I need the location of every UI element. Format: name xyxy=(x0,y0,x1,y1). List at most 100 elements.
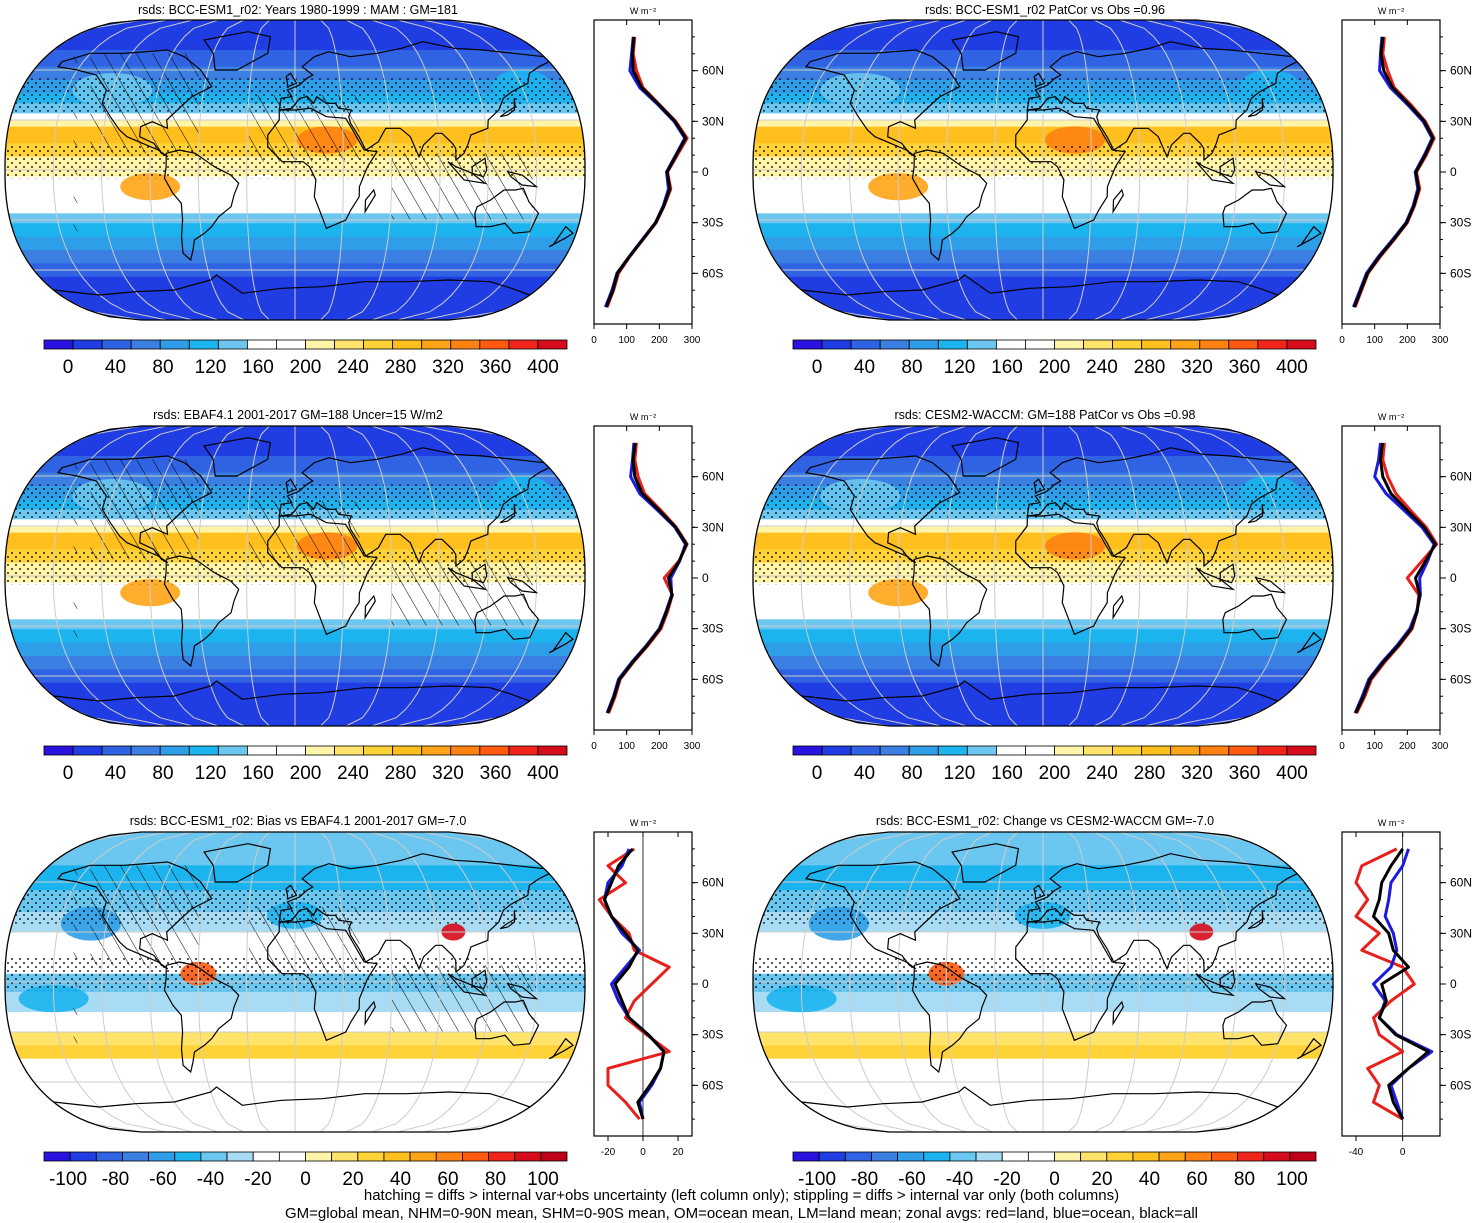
zonal-lat-tick-label: 30S xyxy=(702,216,723,230)
zonal-average-plot: W m⁻² 60N 30N 0 30S 60S 0 100 200 300 xyxy=(591,4,742,354)
coastlines xyxy=(53,437,574,702)
colorbar-tick-label: 200 xyxy=(1039,357,1071,378)
zonal-average-plot: W m⁻² 60N 30N 0 30S 60S -40 0 xyxy=(1340,816,1483,1166)
zonal-unit-label: W m⁻² xyxy=(630,6,656,16)
colorbar-swatch xyxy=(966,339,997,350)
colorbar-tick-label: 0 xyxy=(812,357,823,378)
coastlines xyxy=(53,843,574,1108)
colorbar-tick-label: 0 xyxy=(812,763,823,784)
zonal-canvas: W m⁻² 60N 30N 0 30S 60S 0 100 200 300 xyxy=(1339,6,1472,346)
colorbar-tick-label: 120 xyxy=(195,357,227,378)
colorbar-swatch xyxy=(1080,1151,1108,1162)
colorbar-tick-label: 80 xyxy=(152,763,173,784)
colorbar-canvas: 0 40 80 120 160 200 240 280 320 360 400 xyxy=(792,745,1317,784)
colorbar-tick-label: 120 xyxy=(944,763,976,784)
colorbar-swatch xyxy=(508,339,539,350)
zonal-lat-tick-label: 30N xyxy=(1450,114,1472,128)
colorbar-swatch xyxy=(1286,745,1317,756)
colorbar-swatch xyxy=(488,1151,516,1162)
coastlines xyxy=(801,31,1322,296)
colorbar-tick-label: 80 xyxy=(152,357,173,378)
colorbar-swatch xyxy=(101,339,132,350)
zonal-series-line xyxy=(1353,442,1436,714)
colorbar-tick-label: 80 xyxy=(1234,1169,1255,1190)
colorbar-canvas: -100 -80 -60 -40 -20 0 20 40 60 80 100 xyxy=(792,1151,1317,1190)
field-anomaly xyxy=(236,174,289,199)
colorbar-swatch xyxy=(1025,745,1055,756)
colorbar-canvas: 0 40 80 120 160 200 240 280 320 360 400 xyxy=(792,339,1317,378)
colorbar-tick-label: 320 xyxy=(432,357,464,378)
panel-title: rsds: CESM2-WACCM: GM=188 PatCor vs Obs … xyxy=(894,408,1196,422)
colorbar-swatch xyxy=(850,339,881,350)
colorbar-swatch xyxy=(450,339,481,350)
colorbar-tick-label: 280 xyxy=(385,763,417,784)
colorbar-tick-label: 20 xyxy=(342,1169,363,1190)
colorbar-canvas: -100 -80 -60 -40 -20 0 20 40 60 80 100 xyxy=(43,1151,568,1190)
zonal-series-line xyxy=(1352,36,1434,308)
robinson-map-panel xyxy=(2,829,588,1139)
colorbar-swatch xyxy=(1257,339,1288,350)
colorbar-swatch xyxy=(1170,339,1201,350)
colorbar-tick-label: 400 xyxy=(527,357,559,378)
colorbar-swatch xyxy=(357,1151,385,1162)
colorbar-tick-label: 120 xyxy=(944,357,976,378)
zonal-lat-tick-label: 30S xyxy=(702,622,723,636)
zonal-lat-tick-label: 0 xyxy=(702,165,709,179)
zonal-x-tick-label: 100 xyxy=(618,335,635,346)
colorbar-swatch xyxy=(995,339,1026,350)
colorbar-swatch xyxy=(966,745,997,756)
zonal-lat-tick-label: 30N xyxy=(702,926,724,940)
zonal-x-tick-label: 200 xyxy=(651,741,668,752)
colorbar-swatch xyxy=(537,339,568,350)
zonal-unit-label: W m⁻² xyxy=(1378,6,1404,16)
robinson-map-panel xyxy=(750,423,1336,733)
zonal-lat-tick-label: 30N xyxy=(702,520,724,534)
zonal-series-line xyxy=(606,442,688,714)
map-canvas xyxy=(4,831,586,1133)
colorbar-swatch xyxy=(1027,1151,1055,1162)
zonal-x-tick-label: 20 xyxy=(672,1147,684,1158)
colorbar-swatch xyxy=(1106,1151,1134,1162)
colorbar-tick-label: 240 xyxy=(337,763,369,784)
map-border xyxy=(752,425,1334,727)
hatching xyxy=(73,36,78,237)
hatching xyxy=(391,965,533,1032)
colorbar-swatch xyxy=(72,745,103,756)
colorbar-tick-label: 60 xyxy=(437,1169,458,1190)
hatching xyxy=(73,848,78,1049)
panel-title: rsds: BCC-ESM1_r02: Years 1980-1999 : MA… xyxy=(138,3,458,17)
colorbar-swatch xyxy=(130,745,161,756)
colorbar-tick-label: 200 xyxy=(290,357,322,378)
colorbar-swatch xyxy=(72,339,103,350)
colorbar-tick-label: 280 xyxy=(1134,357,1166,378)
zonal-x-tick-label: 0 xyxy=(591,335,597,346)
colorbar-swatch xyxy=(95,1151,123,1162)
colorbar-swatch xyxy=(174,1151,202,1162)
field-anomaly xyxy=(984,174,1037,199)
colorbar-swatch xyxy=(1228,339,1259,350)
zonal-x-tick-label: 200 xyxy=(651,335,668,346)
zonal-frame xyxy=(593,425,693,731)
colorbar-swatch xyxy=(1054,1151,1082,1162)
colorbar-swatch xyxy=(200,1151,228,1162)
colorbar-swatch xyxy=(461,1151,489,1162)
zonal-lat-tick-label: 60S xyxy=(702,1078,723,1092)
zonal-lat-tick-label: 60N xyxy=(702,64,724,78)
zonal-series-line xyxy=(605,442,687,714)
colorbar-tick-label: 360 xyxy=(480,357,512,378)
zonal-lat-tick-label: 60S xyxy=(1450,266,1471,280)
zonal-canvas: W m⁻² 60N 30N 0 30S 60S 0 100 200 300 xyxy=(1339,412,1472,752)
zonal-lat-tick-label: 30S xyxy=(1450,622,1471,636)
colorbar-tick-label: 40 xyxy=(105,357,126,378)
zonal-lat-tick-label: 30S xyxy=(1450,1028,1471,1042)
coastlines xyxy=(801,437,1322,702)
zonal-frame xyxy=(1341,425,1441,731)
colorbar-swatch xyxy=(1083,745,1114,756)
colorbar-swatch xyxy=(879,745,910,756)
zonal-x-tick-label: 300 xyxy=(1432,741,1449,752)
colorbar-swatch xyxy=(537,745,568,756)
colorbar-canvas: 0 40 80 120 160 200 240 280 320 360 400 xyxy=(43,745,568,784)
zonal-x-tick-label: 200 xyxy=(1399,335,1416,346)
colorbar-tick-label: 40 xyxy=(1139,1169,1160,1190)
zonal-series-line xyxy=(605,36,689,308)
